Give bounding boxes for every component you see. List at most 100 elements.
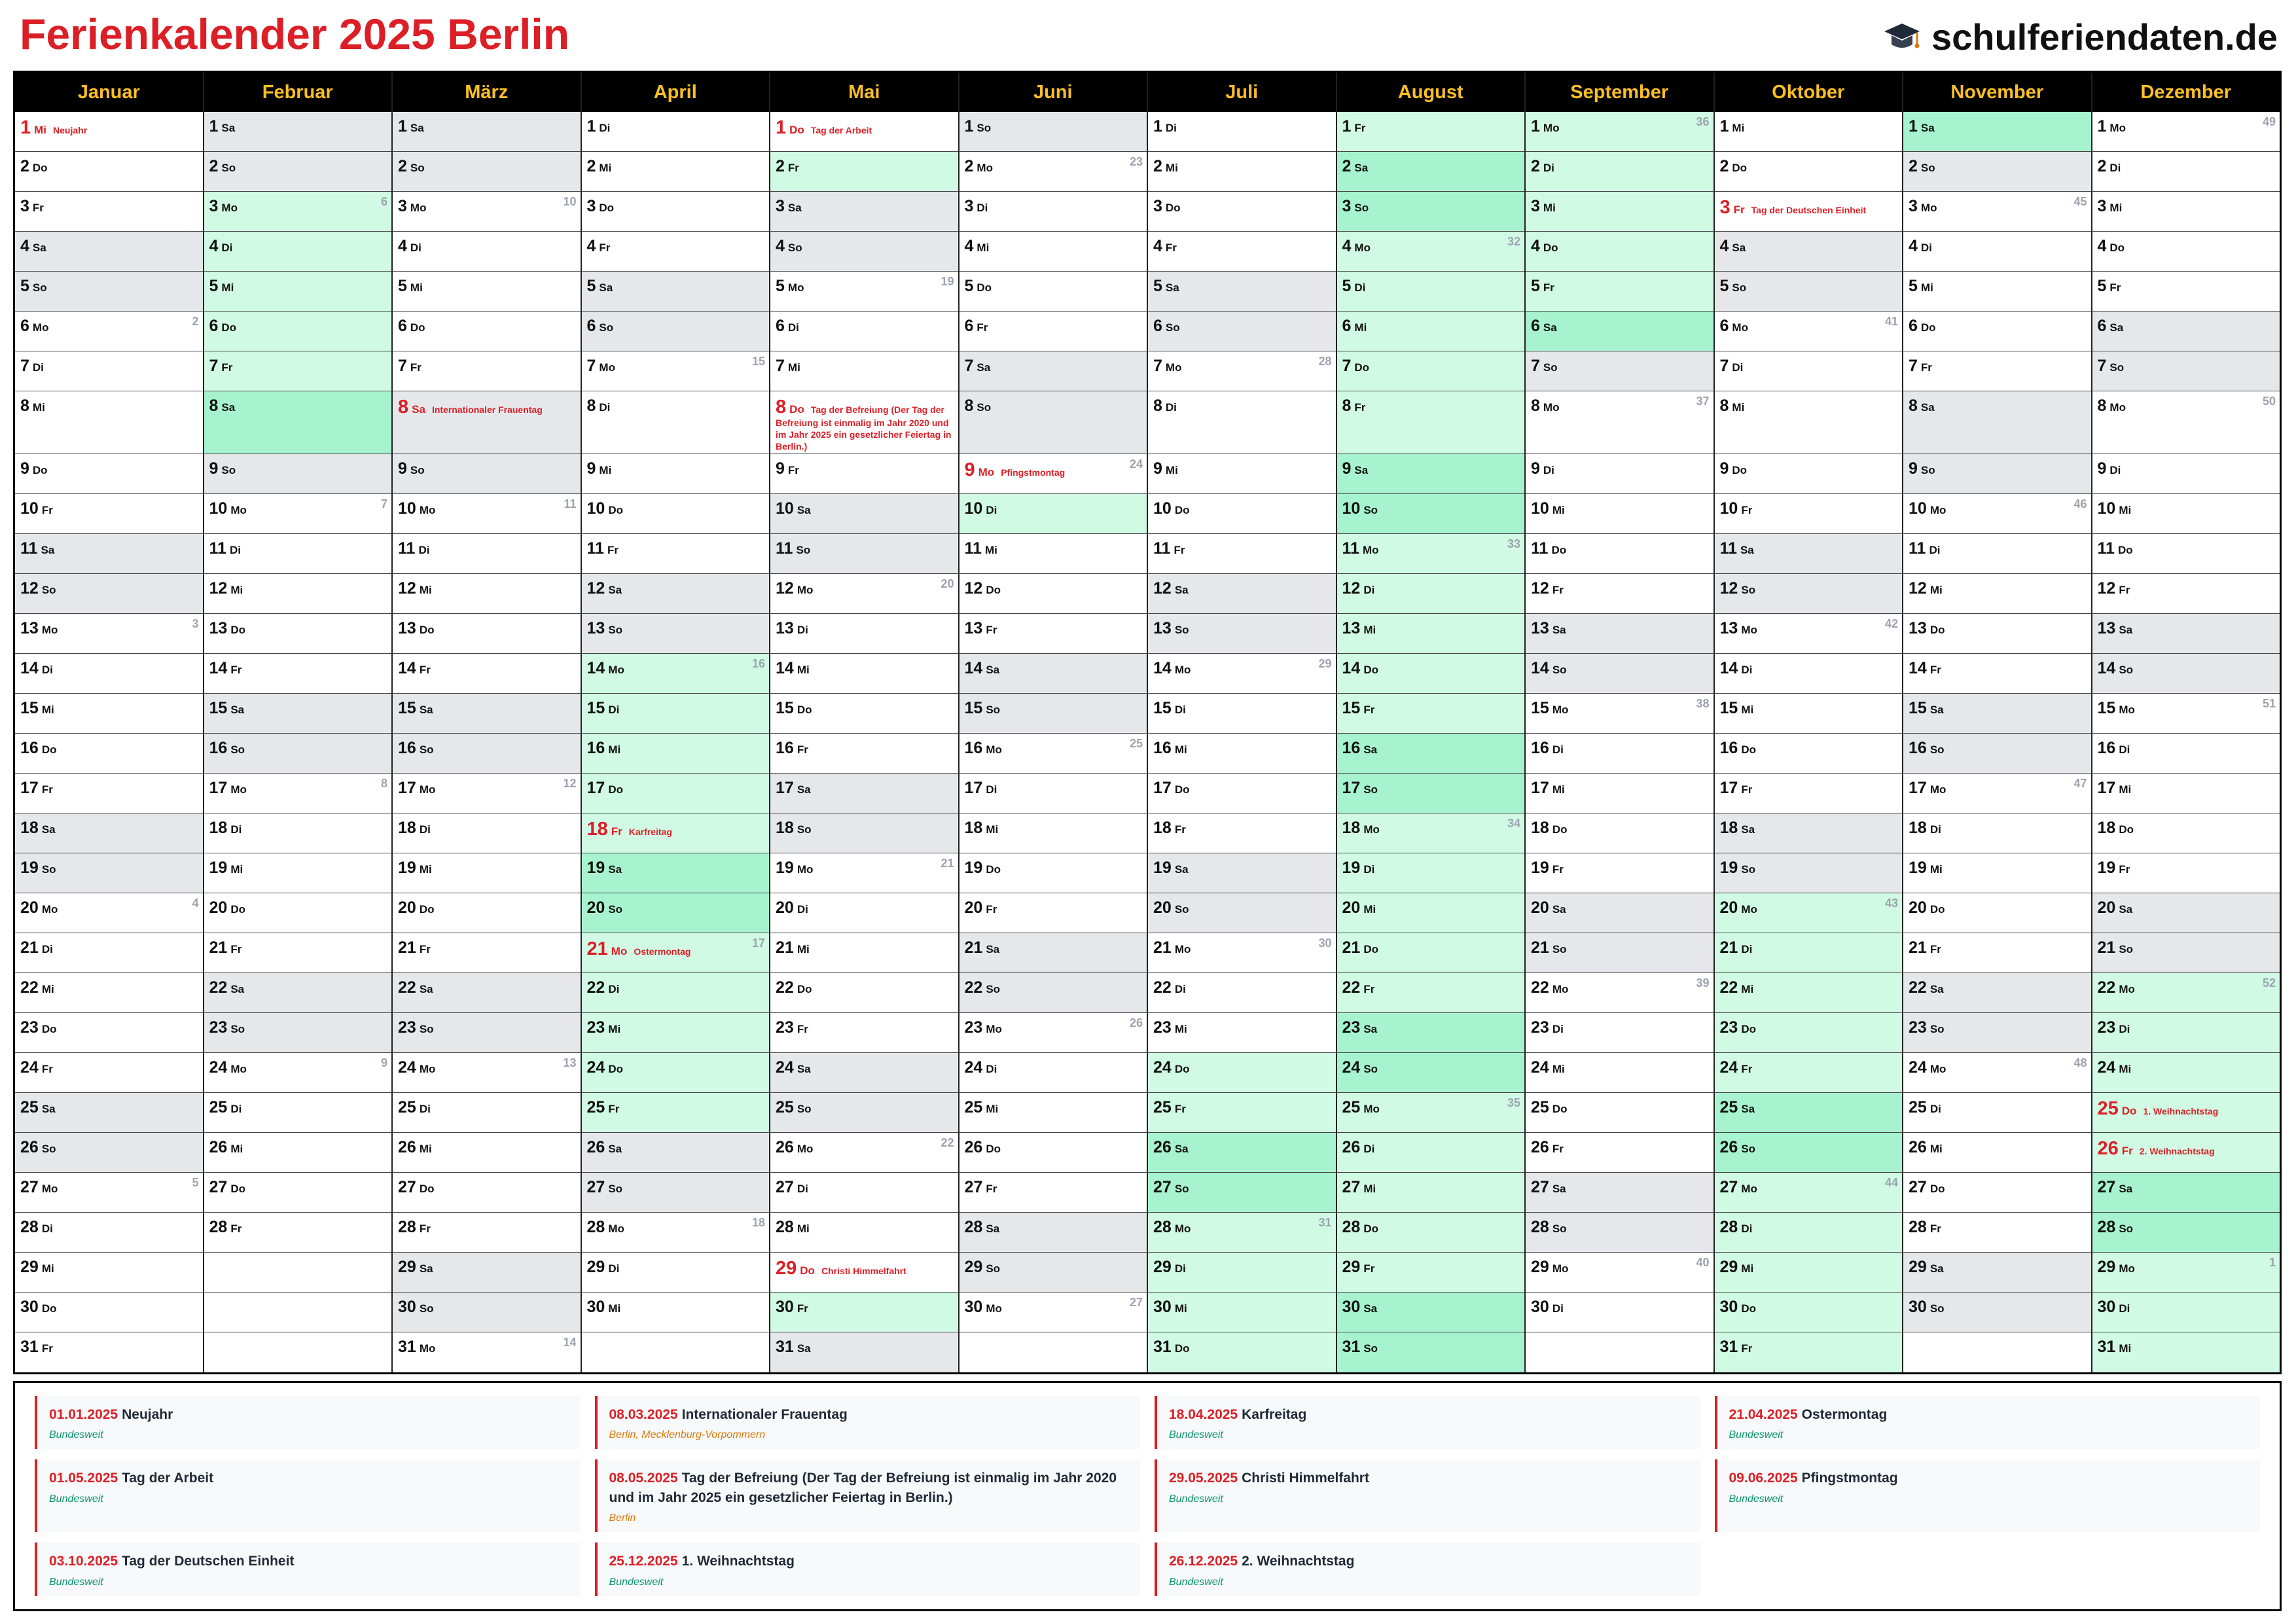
day-number: 30: [1342, 1298, 1361, 1316]
day-number: 8: [1153, 397, 1162, 415]
holiday-title: Tag der Befreiung (Der Tag der Befreiung…: [609, 1471, 1117, 1505]
weekday: Mo: [2119, 1262, 2135, 1275]
day-cell: 2 Sa: [1336, 152, 1524, 192]
day-number: 8: [209, 397, 219, 415]
day-number: 13: [1909, 619, 1927, 637]
day-cell: 23 So: [1903, 1013, 2091, 1053]
weekday: Mo: [977, 162, 993, 174]
weekday: So: [1929, 1302, 1945, 1315]
weekday: Di: [1929, 823, 1941, 836]
weekday: Sa: [1363, 743, 1378, 756]
weekday: Mo: [599, 361, 615, 374]
weekday: So: [1174, 1183, 1189, 1195]
day-cell: 21 Mo 30: [1148, 933, 1336, 973]
weekday: Fr: [2119, 584, 2130, 596]
day-cell: 31 Do: [1148, 1332, 1336, 1372]
day-cell: 21 Di: [15, 933, 203, 973]
day-number: 31: [20, 1338, 39, 1356]
day-number: 2: [1342, 157, 1352, 175]
day-number: 26: [20, 1138, 39, 1156]
weekday: Do: [986, 1143, 1001, 1155]
day-number: 31: [1153, 1338, 1172, 1356]
day-cell: 12 Do: [959, 574, 1147, 614]
weekday: Mo: [41, 903, 58, 916]
day-number: 8: [1719, 397, 1729, 415]
weekday: Sa: [230, 704, 245, 716]
weekday: Do: [419, 624, 435, 636]
weekday: Fr: [1174, 823, 1186, 836]
day-number: 30: [20, 1298, 39, 1316]
day-cell: 3 Do: [581, 192, 769, 232]
weekday: Do: [1741, 743, 1756, 756]
day-number: 26: [1719, 1138, 1738, 1156]
day-number: 10: [1342, 499, 1361, 518]
day-number: 11: [1153, 539, 1171, 558]
weekday: So: [419, 1023, 434, 1035]
weekday: Di: [41, 943, 53, 955]
day-cell: 12 Di: [1336, 574, 1524, 614]
day-cell: 9 Di: [2092, 454, 2280, 494]
day-number: 23: [20, 1018, 39, 1037]
weekday: Di: [977, 202, 988, 214]
day-cell: [582, 1332, 770, 1372]
day-number: 14: [398, 659, 416, 677]
weekday: Sa: [1552, 624, 1566, 636]
weekday: So: [787, 241, 802, 254]
week-number: 49: [2262, 115, 2276, 128]
day-number: 7: [1153, 357, 1162, 375]
day-number: 25: [1342, 1098, 1361, 1116]
day-cell: 17 Sa: [770, 774, 958, 813]
day-number: 23: [1531, 1018, 1549, 1037]
day-number: 20: [2097, 899, 2116, 917]
day-number: 8: [586, 397, 596, 415]
weekday: Mo: [221, 202, 238, 214]
weekday: So: [1165, 321, 1180, 334]
day-number: 30: [586, 1298, 605, 1316]
holiday-date: 08.03.2025: [609, 1407, 678, 1422]
day-number: 1: [586, 117, 596, 135]
day-cell: 19 Fr: [1526, 853, 1713, 893]
day-cell: 24 Fr: [15, 1053, 203, 1093]
holiday-name: Pfingstmontag: [1001, 467, 1066, 478]
weekday: Di: [986, 1063, 997, 1075]
day-cell: 19 Sa: [581, 853, 769, 893]
weekday: Di: [1552, 1023, 1564, 1035]
day-cell: 31 Fr: [1714, 1332, 1902, 1372]
day-cell: 23 Mi: [581, 1013, 769, 1053]
day-cell: 31 Mi: [2092, 1332, 2280, 1372]
day-cell: 6 Fr: [959, 312, 1147, 351]
weekday: Fr: [1552, 584, 1564, 596]
day-cell: 11 So: [770, 534, 958, 574]
holiday-date: 01.05.2025: [49, 1471, 118, 1486]
day-number: 23: [1719, 1018, 1738, 1037]
weekday: So: [977, 401, 992, 414]
weekday: Mi: [608, 743, 621, 756]
weekday: Sa: [1929, 1262, 1944, 1275]
day-cell: 14 Fr: [393, 654, 581, 694]
day-cell: 24 Do: [1148, 1053, 1336, 1093]
weekday: Sa: [412, 403, 425, 416]
holiday-title: 1. Weihnachtstag: [681, 1554, 795, 1569]
day-cell: 5 Mi: [393, 272, 581, 312]
weekday: Do: [1174, 1342, 1190, 1355]
day-number: 29: [1719, 1258, 1738, 1276]
holiday-name: Karfreitag: [628, 827, 672, 837]
week-number: 41: [1884, 315, 1898, 328]
day-number: 5: [776, 277, 785, 295]
day-number: 28: [20, 1218, 39, 1236]
day-cell: 17 Do: [581, 774, 769, 813]
day-number: 11: [209, 539, 226, 558]
day-cell: 21 So: [1526, 933, 1713, 973]
week-number: 26: [1129, 1016, 1143, 1029]
day-cell: 10 Mo 46: [1903, 494, 2091, 534]
day-number: 7: [1342, 357, 1352, 375]
weekday: Sa: [797, 1342, 811, 1355]
weekday: Sa: [1543, 321, 1557, 334]
day-number: 2: [2097, 157, 2107, 175]
week-number: 46: [2073, 497, 2087, 510]
day-cell: 22 Mi: [15, 973, 203, 1013]
day-cell: 6 Mi: [1336, 312, 1524, 351]
weekday: Di: [1363, 584, 1375, 596]
day-cell: 28 Di: [1714, 1213, 1902, 1253]
day-cell: 5 Mo 19: [770, 272, 958, 312]
